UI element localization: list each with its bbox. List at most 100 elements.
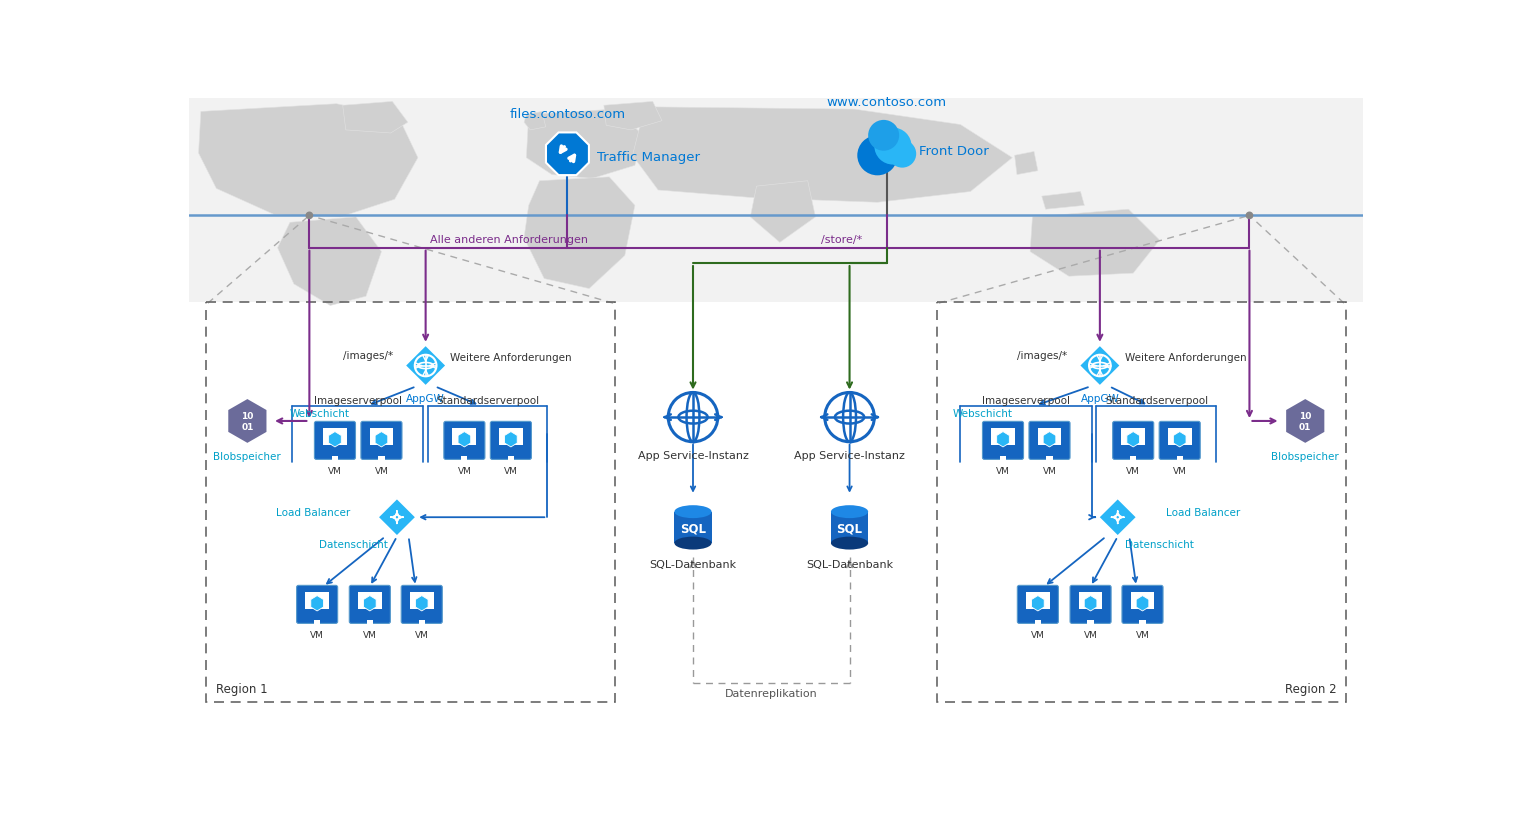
Text: VM: VM [374, 467, 389, 476]
Text: VM: VM [996, 467, 1010, 476]
Text: VM: VM [1043, 467, 1057, 476]
Polygon shape [198, 104, 418, 217]
Circle shape [875, 128, 911, 164]
Text: Datenschicht: Datenschicht [319, 541, 388, 550]
Text: /images/*: /images/* [1017, 351, 1067, 361]
Text: SQL: SQL [680, 523, 706, 536]
Polygon shape [342, 102, 407, 133]
Text: VM: VM [363, 632, 377, 641]
Text: Weitere Anforderungen: Weitere Anforderungen [451, 353, 572, 363]
Bar [313, 620, 321, 624]
Bar [362, 624, 377, 628]
FancyBboxPatch shape [1131, 592, 1154, 610]
FancyBboxPatch shape [1026, 592, 1049, 610]
Text: VM: VM [1136, 632, 1149, 641]
Text: Front Door: Front Door [919, 145, 989, 158]
Bar [1136, 624, 1151, 628]
Text: VM: VM [1126, 467, 1140, 476]
Text: Load Balancer: Load Balancer [1166, 507, 1240, 518]
Text: VM: VM [1084, 632, 1098, 641]
Bar [457, 460, 472, 463]
Text: Webschicht: Webschicht [952, 410, 1013, 420]
Text: www.contoso.com: www.contoso.com [827, 96, 946, 109]
Bar [1140, 620, 1146, 624]
Text: App Service-Instanz: App Service-Instanz [637, 451, 748, 461]
Circle shape [306, 211, 313, 220]
Bar [831, 511, 868, 543]
Bar [374, 460, 389, 463]
Polygon shape [329, 432, 341, 447]
FancyBboxPatch shape [1070, 585, 1111, 624]
Bar [1034, 620, 1042, 624]
Bar [1083, 624, 1098, 628]
FancyBboxPatch shape [1122, 428, 1145, 446]
Polygon shape [1031, 596, 1045, 611]
Text: Imageserverpool: Imageserverpool [315, 396, 403, 406]
Text: Blobspeicher: Blobspeicher [213, 452, 282, 462]
Text: /images/*: /images/* [344, 351, 394, 361]
FancyBboxPatch shape [1113, 421, 1154, 459]
Bar [503, 460, 519, 463]
Polygon shape [504, 432, 518, 447]
Text: Weitere Anforderungen: Weitere Anforderungen [1125, 353, 1246, 363]
FancyBboxPatch shape [315, 421, 356, 459]
Text: VM: VM [310, 632, 324, 641]
Polygon shape [1014, 151, 1039, 175]
Bar [419, 620, 425, 624]
Bar [1125, 460, 1142, 463]
Bar [1087, 620, 1093, 624]
FancyBboxPatch shape [992, 428, 1014, 446]
Text: Webschicht: Webschicht [291, 410, 350, 420]
Text: 10: 10 [1299, 412, 1311, 421]
Polygon shape [547, 133, 589, 175]
FancyBboxPatch shape [350, 585, 391, 624]
Polygon shape [524, 177, 634, 289]
FancyBboxPatch shape [1030, 421, 1070, 459]
Bar [327, 460, 342, 463]
Bar [937, 302, 1346, 702]
FancyBboxPatch shape [491, 421, 531, 459]
Text: 01: 01 [241, 423, 253, 432]
Polygon shape [310, 596, 324, 611]
FancyBboxPatch shape [1160, 421, 1201, 459]
Bar [206, 302, 615, 702]
Polygon shape [363, 596, 375, 611]
Bar [999, 456, 1007, 460]
Circle shape [889, 140, 916, 167]
Ellipse shape [831, 505, 868, 518]
Bar [332, 456, 338, 460]
Circle shape [857, 135, 898, 176]
FancyBboxPatch shape [306, 592, 329, 610]
Text: VM: VM [329, 467, 342, 476]
FancyBboxPatch shape [1122, 585, 1163, 624]
Text: AppGW: AppGW [1081, 394, 1119, 404]
FancyBboxPatch shape [322, 428, 347, 446]
Polygon shape [459, 432, 471, 447]
Polygon shape [1173, 432, 1185, 447]
Bar [1042, 460, 1057, 463]
Polygon shape [1030, 209, 1160, 276]
Text: /store/*: /store/* [821, 235, 861, 245]
Text: AppGW: AppGW [406, 394, 445, 404]
Text: SQL-Datenbank: SQL-Datenbank [805, 559, 893, 570]
FancyBboxPatch shape [444, 421, 484, 459]
FancyBboxPatch shape [453, 428, 477, 446]
Polygon shape [633, 107, 1013, 202]
Bar [995, 460, 1011, 463]
Polygon shape [1126, 432, 1140, 447]
Polygon shape [524, 111, 545, 130]
Bar [366, 620, 372, 624]
Text: 01: 01 [1299, 423, 1311, 432]
Text: Standardserverpool: Standardserverpool [1105, 396, 1208, 406]
FancyBboxPatch shape [357, 592, 382, 610]
Circle shape [1246, 211, 1254, 220]
Bar [674, 511, 712, 543]
Circle shape [868, 120, 899, 150]
Polygon shape [1043, 432, 1055, 447]
Bar [378, 456, 385, 460]
Polygon shape [527, 109, 642, 178]
Text: VM: VM [1173, 467, 1187, 476]
Ellipse shape [831, 537, 868, 550]
Bar [1046, 456, 1052, 460]
FancyBboxPatch shape [297, 585, 338, 624]
